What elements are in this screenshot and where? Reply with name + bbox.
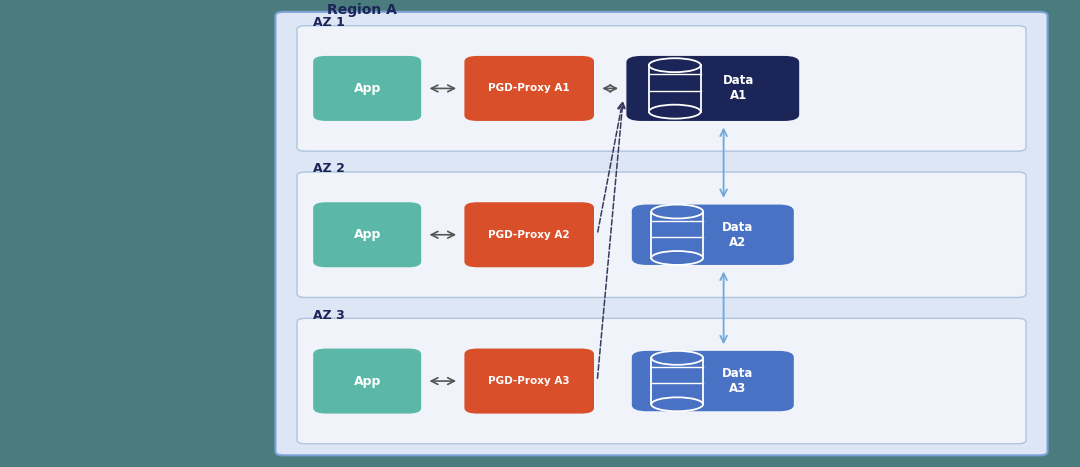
Text: Data
A3: Data A3 [721,367,753,395]
Text: Data
A2: Data A2 [721,221,753,249]
Bar [651,358,703,404]
FancyBboxPatch shape [275,12,1048,455]
Bar [649,65,701,112]
Text: PGD-Proxy A3: PGD-Proxy A3 [488,376,570,386]
FancyBboxPatch shape [297,318,1026,444]
FancyBboxPatch shape [297,26,1026,151]
Bar [651,212,703,258]
FancyBboxPatch shape [313,348,421,414]
Text: App: App [353,82,381,95]
Text: AZ 3: AZ 3 [313,309,345,322]
FancyBboxPatch shape [313,56,421,121]
Text: PGD-Proxy A2: PGD-Proxy A2 [488,230,570,240]
FancyBboxPatch shape [313,202,421,267]
FancyBboxPatch shape [626,56,799,121]
Text: App: App [353,228,381,241]
FancyBboxPatch shape [464,202,594,267]
FancyBboxPatch shape [464,56,594,121]
FancyBboxPatch shape [464,348,594,414]
Text: PGD-Proxy A1: PGD-Proxy A1 [488,84,570,93]
Ellipse shape [649,105,701,119]
FancyBboxPatch shape [632,205,794,265]
Text: App: App [353,375,381,388]
Ellipse shape [651,251,703,265]
Text: AZ 2: AZ 2 [313,163,346,175]
Ellipse shape [651,205,703,219]
Ellipse shape [649,58,701,72]
FancyBboxPatch shape [632,351,794,411]
FancyBboxPatch shape [297,172,1026,297]
Text: AZ 1: AZ 1 [313,16,346,29]
Text: Data
A1: Data A1 [723,74,755,102]
Ellipse shape [651,397,703,411]
Ellipse shape [651,351,703,365]
Text: Region A: Region A [327,3,397,17]
